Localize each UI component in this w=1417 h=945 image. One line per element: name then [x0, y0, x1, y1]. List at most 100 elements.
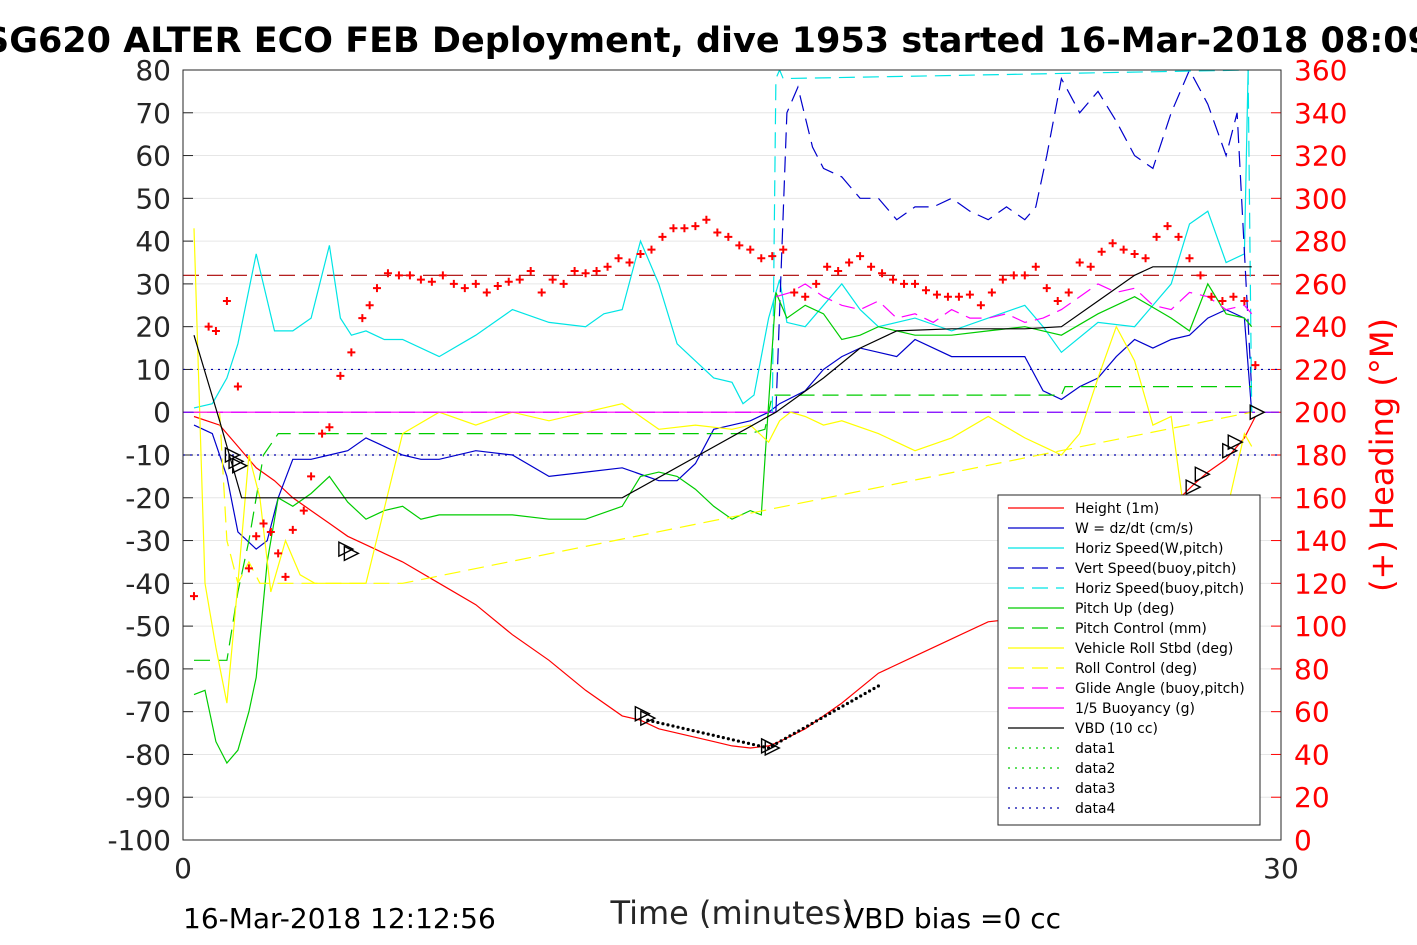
heading-marker [244, 564, 253, 573]
depth-sample-dot [788, 734, 792, 738]
y-tick-label: -30 [125, 525, 171, 558]
depth-sample-dot [850, 699, 854, 703]
heading-marker [614, 254, 623, 263]
depth-sample-dot [801, 726, 805, 731]
legend-label: Horiz Speed(buoy,pitch) [1075, 581, 1244, 597]
heading-marker [281, 572, 290, 581]
depth-sample-dot [854, 696, 858, 701]
plot-frame [182, 69, 1282, 841]
y-tick-label: -90 [125, 781, 171, 814]
right-tick-label: 320 [1294, 140, 1347, 173]
series-line [193, 282, 1253, 765]
depth-sample-dot [797, 729, 801, 733]
heading-marker [383, 269, 392, 278]
depth-sample-dot [775, 741, 779, 745]
heading-marker [603, 262, 612, 271]
depth-sample-dot [761, 745, 766, 749]
y-tick-label: -60 [125, 653, 171, 686]
legend-label: Pitch Control (mm) [1075, 621, 1207, 637]
event-marker [1222, 442, 1239, 459]
event-marker [232, 457, 249, 474]
heading-marker [1009, 271, 1018, 280]
heading-marker [625, 258, 634, 267]
heading-marker [735, 241, 744, 250]
y-tick-label: 0 [153, 396, 171, 429]
heading-marker [288, 525, 297, 534]
right-tick-label: 60 [1294, 696, 1330, 729]
depth-sample-dot [876, 684, 881, 688]
legend-label: Vehicle Roll Stbd (deg) [1075, 641, 1233, 657]
heading-marker [867, 262, 876, 271]
heading-marker [204, 322, 213, 331]
heading-marker [889, 275, 898, 284]
heading-marker [1196, 271, 1205, 280]
heading-marker [427, 277, 436, 286]
heading-marker [790, 288, 799, 297]
depth-sample-dot [731, 738, 735, 742]
right-tick-label: 300 [1294, 182, 1347, 215]
depth-sample-dot [681, 726, 685, 730]
heading-marker [943, 292, 952, 301]
y-tick-label: 30 [135, 268, 171, 301]
event-marker [1249, 404, 1266, 421]
heading-marker [1097, 247, 1106, 256]
y-tick-label: 70 [135, 97, 171, 130]
event-marker [1227, 434, 1244, 451]
heading-marker [416, 275, 425, 284]
legend: Height (1m) W = dz/dt (cm/s) Horiz Speed(W… [997, 494, 1261, 826]
heading-marker [746, 245, 755, 254]
right-tick-label: 180 [1294, 439, 1347, 472]
x-tick-label: 30 [1263, 852, 1299, 885]
depth-sample-dot [756, 744, 761, 748]
heading-marker [911, 279, 919, 288]
heading-marker [845, 258, 854, 267]
heading-marker [724, 232, 733, 241]
y-tick-label: 60 [135, 140, 171, 173]
depth-sample-dot [676, 725, 680, 729]
heading-marker [222, 297, 231, 305]
heading-marker [1119, 245, 1128, 254]
right-tick-label: 40 [1294, 738, 1330, 771]
heading-marker [211, 326, 220, 335]
right-tick-label: 280 [1294, 225, 1347, 258]
x-axis-label: Time (minutes) [610, 894, 854, 932]
heading-marker [834, 267, 843, 276]
depth-sample-dot [671, 724, 675, 728]
heading-marker [801, 292, 810, 301]
heading-marker [1174, 232, 1183, 241]
depth-sample-dot [696, 730, 700, 734]
heading-marker [1075, 258, 1084, 267]
footer-vbd-bias: VBD bias =0 cc [845, 902, 1061, 935]
depth-sample-dot [783, 736, 788, 741]
event-marker [1185, 478, 1202, 496]
right-tick-label: 120 [1294, 567, 1347, 600]
legend-box [997, 494, 1261, 826]
depth-sample-dot [666, 723, 670, 727]
depth-sample-dot [741, 740, 746, 744]
heading-marker [336, 371, 345, 380]
heading-marker [347, 348, 356, 357]
heading-marker [318, 429, 327, 438]
heading-marker [259, 519, 268, 528]
depth-sample-dot [863, 691, 867, 696]
right-tick-label: 160 [1294, 482, 1347, 515]
event-marker [338, 540, 355, 558]
heading-marker [658, 232, 667, 241]
depth-sample-dot [736, 739, 741, 743]
depth-sample-dot [841, 704, 845, 708]
heading-marker [515, 275, 524, 284]
depth-sample-dot [686, 727, 690, 732]
heading-marker [1130, 249, 1139, 258]
heading-marker [1064, 288, 1073, 297]
footer-timestamp: 16-Mar-2018 12:12:56 [183, 902, 496, 935]
heading-marker [965, 290, 974, 299]
depth-sample-dot [859, 694, 863, 698]
heading-marker [757, 254, 766, 263]
right-tick-label: 340 [1294, 97, 1347, 130]
depth-sample-dot [726, 737, 730, 741]
heading-marker [548, 275, 557, 284]
legend-label: Height (1m) [1075, 501, 1159, 517]
right-tick-label: 360 [1294, 54, 1347, 87]
right-tick-label: 220 [1294, 353, 1347, 386]
